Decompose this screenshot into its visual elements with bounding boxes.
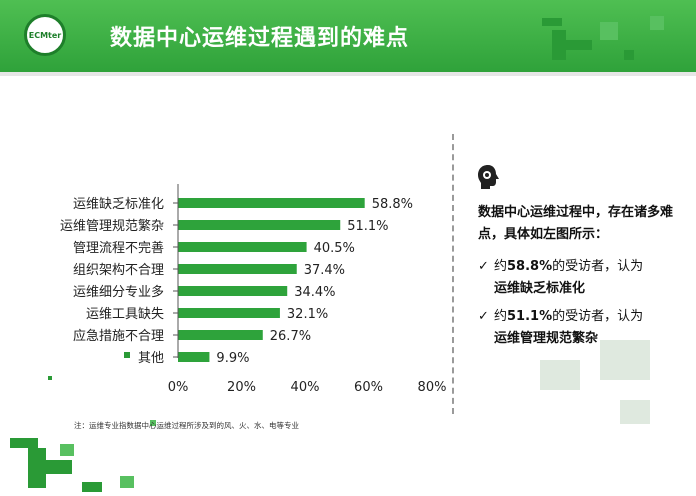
bar xyxy=(178,198,365,208)
category-label: 管理流程不完善 xyxy=(73,240,164,256)
decor-square xyxy=(620,400,650,424)
decor-square xyxy=(124,352,130,358)
bar xyxy=(178,264,297,274)
head-gear-icon xyxy=(478,165,499,189)
decor-square xyxy=(552,30,566,60)
x-tick-label: 0% xyxy=(168,380,189,395)
decor-square xyxy=(60,444,74,456)
x-tick-label: 60% xyxy=(354,380,383,395)
category-label: 运维细分专业多 xyxy=(73,284,164,300)
header-underline xyxy=(0,72,696,76)
bar xyxy=(178,330,263,340)
category-label: 运维工具缺失 xyxy=(86,307,164,322)
summary-intro: 数据中心运维过程中，存在诸多难点，具体如左图所示： xyxy=(478,205,674,242)
summary-point: ✓ 约58.8%的受访者，认为 运维缺乏标准化 xyxy=(478,256,678,300)
decor-square xyxy=(150,420,156,426)
bar xyxy=(178,220,341,230)
decor-square xyxy=(120,476,134,488)
value-label: 58.8% xyxy=(372,197,413,212)
category-label: 其他 xyxy=(138,351,164,366)
x-tick-label: 20% xyxy=(227,380,256,395)
decor-square xyxy=(82,482,102,492)
summary-middle: 的受访者，认为 xyxy=(552,259,644,274)
page-title: 数据中心运维过程遇到的难点 xyxy=(110,26,410,51)
check-icon: ✓ xyxy=(478,309,489,324)
decor-square xyxy=(650,16,664,30)
summary-item: 运维缺乏标准化 xyxy=(494,281,586,296)
value-label: 40.5% xyxy=(314,241,355,256)
summary-percent: 51.1% xyxy=(507,309,553,324)
value-label: 34.4% xyxy=(294,285,335,300)
x-axis-ticks: 0% 20% 40% 60% 80% xyxy=(168,380,447,395)
bar xyxy=(178,242,307,252)
logo: ECMter xyxy=(24,14,66,56)
summary-middle: 的受访者，认为 xyxy=(552,309,644,324)
category-label: 组织架构不合理 xyxy=(73,263,164,278)
x-tick-label: 80% xyxy=(418,380,447,395)
category-label: 运维缺乏标准化 xyxy=(73,197,164,212)
decor-square xyxy=(10,438,38,448)
decor-square xyxy=(540,360,580,390)
logo-text: ECMter xyxy=(28,30,62,40)
summary-item: 运维管理规范繁杂 xyxy=(494,331,599,346)
bar xyxy=(178,308,280,318)
decor-square xyxy=(600,340,650,380)
value-label: 9.9% xyxy=(216,351,249,366)
summary-percent: 58.8% xyxy=(507,259,553,274)
footnote: 注：运维专业指数据中心运维过程所涉及到的风、火、水、电等专业 xyxy=(74,421,299,430)
bar-chart: 运维缺乏标准化 58.8% 运维管理规范繁杂 51.1% 管理流程不完善 40.5% 组织架… xyxy=(60,184,447,395)
header-banner: ECMter 数据中心运维过程遇到的难点 xyxy=(0,0,696,72)
decor-square xyxy=(624,50,634,60)
bar xyxy=(178,286,288,296)
value-label: 51.1% xyxy=(347,219,388,234)
bar xyxy=(178,352,210,362)
value-label: 37.4% xyxy=(304,263,345,278)
x-tick-label: 40% xyxy=(291,380,320,395)
summary-prefix: 约 xyxy=(494,309,508,324)
summary-prefix: 约 xyxy=(494,259,508,274)
check-icon: ✓ xyxy=(478,259,489,274)
decor-square xyxy=(48,376,52,380)
decor-square xyxy=(566,40,592,50)
decor-square xyxy=(46,460,72,474)
decor-square xyxy=(28,448,46,488)
summary-point: ✓ 约51.1%的受访者，认为 运维管理规范繁杂 xyxy=(478,306,678,350)
decor-square xyxy=(542,18,562,26)
value-label: 26.7% xyxy=(270,329,311,344)
category-label: 运维管理规范繁杂 xyxy=(60,218,164,234)
summary-panel: 数据中心运维过程中，存在诸多难点，具体如左图所示： ✓ 约58.8%的受访者，认… xyxy=(478,202,678,356)
decor-square xyxy=(600,22,618,40)
bars-layer: 运维缺乏标准化 58.8% 运维管理规范繁杂 51.1% 管理流程不完善 40.5% 组织架… xyxy=(60,197,413,366)
section-divider xyxy=(452,134,454,414)
value-label: 32.1% xyxy=(287,307,328,322)
category-label: 应急措施不合理 xyxy=(73,328,164,344)
